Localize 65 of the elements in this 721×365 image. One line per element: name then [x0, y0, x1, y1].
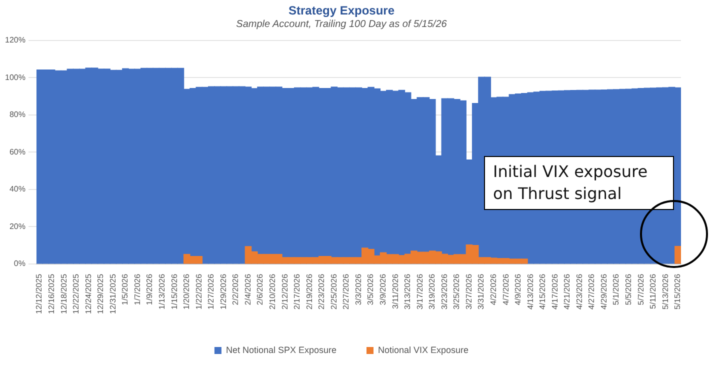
x-tick-label: 4/13/2026: [526, 273, 535, 310]
x-tick-label: 2/4/2026: [243, 273, 252, 306]
x-tick-label: 4/17/2026: [550, 273, 560, 310]
x-tick-label: 3/17/2026: [415, 273, 424, 310]
x-tick-label: 1/20/2026: [182, 273, 192, 310]
x-tick-label: 4/29/2026: [599, 273, 608, 310]
x-tick-label: 5/7/2026: [636, 273, 646, 306]
legend-label: Notional VIX Exposure: [378, 344, 469, 355]
x-tick-label: 3/3/2026: [354, 273, 363, 306]
x-tick-label: 3/5/2026: [366, 273, 376, 306]
x-tick-label: 12/29/2025: [96, 273, 106, 314]
x-tick-label: 1/7/2026: [132, 273, 142, 306]
x-tick-label: 12/22/2025: [72, 273, 81, 314]
x-tick-label: 1/22/2026: [194, 273, 204, 310]
x-tick-label: 1/15/2026: [170, 273, 179, 310]
y-tick-label: 80%: [9, 110, 26, 120]
x-tick-label: 4/27/2026: [587, 273, 596, 310]
y-tick-label: 40%: [9, 184, 26, 194]
x-tick-label: 1/9/2026: [145, 273, 154, 306]
y-tick-label: 20%: [9, 222, 26, 231]
x-tick-label: 3/23/2026: [440, 273, 449, 310]
x-tick-label: 4/15/2026: [538, 273, 548, 310]
y-tick-label: 0%: [14, 259, 26, 268]
x-tick-label: 3/13/2026: [403, 273, 412, 310]
x-tick-label: 2/6/2026: [256, 273, 265, 306]
x-tick-label: 3/19/2026: [428, 273, 437, 310]
x-tick-label: 12/24/2025: [84, 273, 93, 314]
x-tick-label: 1/13/2026: [158, 273, 167, 310]
x-tick-label: 5/5/2026: [624, 273, 634, 306]
x-tick-label: 4/21/2026: [562, 273, 572, 310]
x-tick-label: 2/12/2026: [280, 273, 290, 310]
x-tick-label: 4/2/2026: [488, 273, 498, 306]
x-tick-label: 1/29/2026: [218, 273, 228, 310]
x-tick-label: 3/9/2026: [378, 273, 388, 306]
x-tick-label: 3/25/2026: [452, 273, 462, 310]
x-tick-label: 1/27/2026: [206, 273, 216, 310]
x-tick-label: 4/7/2026: [501, 273, 510, 306]
x-tick-label: 5/11/2026: [648, 273, 658, 309]
legend-label: Net Notional SPX Exposure: [226, 344, 337, 355]
chart-title: Strategy Exposure: [288, 4, 395, 18]
x-tick-label: 2/27/2026: [342, 273, 351, 310]
x-tick-label: 12/31/2025: [108, 273, 118, 314]
x-tick-label: 2/19/2026: [304, 273, 314, 310]
y-tick-label: 60%: [9, 147, 26, 156]
x-tick-label: 3/27/2026: [464, 273, 474, 310]
x-tick-label: 3/31/2026: [476, 273, 486, 310]
x-tick-label: 5/13/2026: [660, 273, 670, 310]
x-tick-label: 2/10/2026: [268, 273, 277, 310]
x-tick-label: 5/15/2026: [673, 273, 682, 310]
x-tick-label: 2/25/2026: [329, 273, 338, 310]
x-tick-label: 12/16/2025: [47, 273, 56, 314]
x-tick-label: 2/2/2026: [231, 273, 240, 306]
annotation: Initial VIX exposure on Thrust signal: [484, 156, 674, 210]
y-tick-label: 100%: [4, 72, 26, 82]
x-tick-label: 4/23/2026: [574, 273, 584, 310]
chart-subtitle: Sample Account, Trailing 100 Day as of 5/15/26: [236, 19, 448, 30]
x-tick-label: 12/18/2025: [59, 273, 68, 314]
y-tick-label: 120%: [4, 36, 26, 45]
x-tick-label: 1/5/2026: [120, 273, 130, 306]
x-tick-label: 2/17/2026: [292, 273, 302, 310]
x-tick-label: 4/9/2026: [514, 273, 523, 306]
x-tick-label: 12/12/2025: [34, 273, 44, 314]
x-tick-label: 5/1/2026: [612, 273, 621, 306]
x-tick-label: 2/23/2026: [317, 273, 326, 310]
x-tick-label: 3/11/2026: [390, 273, 400, 309]
